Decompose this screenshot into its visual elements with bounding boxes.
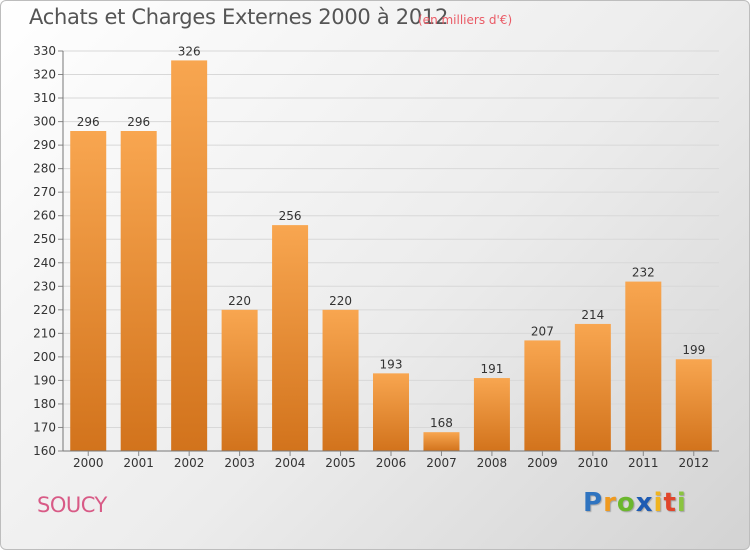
proxiti-logo: Proxiti [583,488,687,518]
y-tick-label: 310 [33,91,56,105]
y-tick-label: 260 [33,209,56,223]
bar-value-label: 214 [581,308,604,322]
commune-name: SOUCY [37,493,107,517]
x-tick-label: 2002 [174,456,205,470]
bar-value-label: 296 [77,115,100,129]
bar [574,323,611,451]
x-tick-label: 2004 [275,456,306,470]
y-tick-label: 300 [33,115,56,129]
bar [675,359,712,451]
chart-title: Achats et Charges Externes 2000 à 2012 [29,5,449,29]
x-tick-label: 2009 [527,456,558,470]
y-tick-label: 240 [33,256,56,270]
y-tick-label: 220 [33,303,56,317]
bar [120,131,157,451]
y-tick-label: 180 [33,397,56,411]
bar-value-label: 220 [228,294,251,308]
y-tick-label: 230 [33,279,56,293]
logo-letter: o [616,488,636,518]
x-tick-label: 2001 [123,456,154,470]
bar-value-label: 199 [682,343,705,357]
bar [625,281,662,451]
logo-letter: r [603,488,617,518]
bar-value-label: 256 [279,209,302,223]
x-tick-label: 2011 [628,456,659,470]
y-tick-label: 190 [33,373,56,387]
x-tick-label: 2005 [325,456,356,470]
x-tick-label: 2007 [426,456,457,470]
bar [70,131,107,451]
bar-value-label: 193 [380,357,403,371]
x-tick-label: 2003 [224,456,255,470]
y-tick-label: 200 [33,350,56,364]
bar-value-label: 168 [430,416,453,430]
logo-letter: t [663,488,677,518]
logo-letter: P [583,488,604,518]
bar-value-label: 207 [531,324,554,338]
bar [373,373,409,451]
x-tick-label: 2006 [376,456,407,470]
bar-value-label: 220 [329,294,352,308]
y-tick-label: 290 [33,138,56,152]
logo-letter: x [635,488,654,518]
logo-letter: i [676,488,687,518]
y-tick-label: 330 [33,44,56,58]
bar [423,432,460,451]
x-tick-label: 2000 [73,456,104,470]
chart-unit-note: (en milliers d'€) [418,13,513,27]
logo-letter: i [653,488,664,518]
x-tick-label: 2010 [578,456,609,470]
bar [272,225,309,451]
bar-value-label: 326 [178,44,201,58]
bar-value-label: 191 [480,362,503,376]
y-tick-label: 250 [33,232,56,246]
x-tick-label: 2008 [477,456,508,470]
bar [524,340,561,451]
bar [322,309,359,451]
y-tick-label: 170 [33,420,56,434]
y-tick-label: 280 [33,162,56,176]
y-tick-label: 270 [33,185,56,199]
bar [171,60,208,451]
x-tick-label: 2012 [678,456,709,470]
bar [221,309,258,451]
bar [473,378,510,451]
bar-value-label: 296 [127,115,150,129]
y-tick-label: 320 [33,68,56,82]
y-tick-label: 160 [33,444,56,458]
y-tick-label: 210 [33,326,56,340]
bar-value-label: 232 [632,266,655,280]
